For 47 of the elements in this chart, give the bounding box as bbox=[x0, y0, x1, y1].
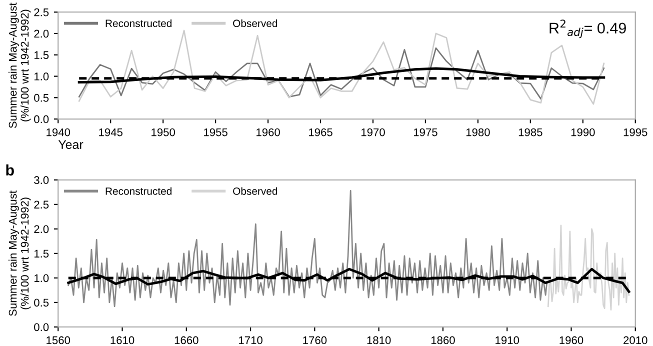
x-tick-label: 1995 bbox=[624, 128, 648, 136]
x-axis-title: Year bbox=[58, 140, 84, 149]
y-tick-label: 2.5 bbox=[34, 8, 49, 16]
x-tick-label: 1965 bbox=[308, 128, 332, 136]
x-tick-label: 1960 bbox=[256, 128, 280, 136]
y-tick-label: 0.0 bbox=[34, 323, 49, 332]
x-tick-label: 1975 bbox=[414, 128, 438, 136]
x-tick-label: 1760 bbox=[303, 336, 327, 344]
y-tick-label: 1.0 bbox=[34, 72, 49, 80]
x-tick-label: 1990 bbox=[571, 128, 595, 136]
y-tick-label: 2.0 bbox=[34, 30, 49, 38]
x-tick-label: 2010 bbox=[624, 336, 648, 344]
y-tick-label: 2.0 bbox=[34, 225, 49, 234]
legend-label: Reconstructed bbox=[106, 19, 172, 28]
text: b bbox=[6, 164, 14, 176]
x-tick-label: 1970 bbox=[361, 128, 385, 136]
line-series bbox=[67, 268, 630, 293]
y-tick-label: 0.0 bbox=[34, 115, 49, 124]
y-tick-label: 3.0 bbox=[34, 176, 49, 184]
y-tick-label: 1.5 bbox=[34, 250, 49, 258]
x-tick-label: 1985 bbox=[518, 128, 542, 136]
x-tick-label: 1980 bbox=[466, 128, 490, 136]
y-tick-label: 1.5 bbox=[34, 51, 49, 60]
x-tick-label: 1950 bbox=[152, 128, 175, 136]
y-tick-label: 0.5 bbox=[34, 94, 49, 102]
x-tick-label: 1940 bbox=[46, 128, 70, 136]
legend-label: Reconstructed bbox=[106, 187, 172, 195]
legend-label: Observed bbox=[233, 187, 278, 195]
y-tick-label: 2.5 bbox=[34, 200, 49, 209]
y-axis-title: Summer rain May-August (%/100 wrt 1942-1992) bbox=[8, 190, 31, 316]
x-tick-label: 1710 bbox=[239, 336, 262, 344]
y-tick-label: 0.5 bbox=[34, 298, 49, 307]
x-tick-label: 1610 bbox=[110, 336, 134, 344]
x-tick-label: 1860 bbox=[431, 336, 455, 344]
y-axis-title: Summer rain May-August (%/100 wrt 1942-1992) bbox=[8, 2, 31, 128]
line-series bbox=[547, 224, 630, 311]
annotation: R$^{2}$$_{adj}$= 0.49 bbox=[550, 20, 626, 38]
x-tick-label: 1955 bbox=[204, 128, 228, 136]
x-tick-label: 1910 bbox=[496, 336, 520, 344]
x-tick-label: 1945 bbox=[99, 128, 122, 136]
x-tick-label: 1960 bbox=[560, 336, 584, 344]
y-tick-label: 1.0 bbox=[34, 274, 49, 282]
x-tick-label: 1810 bbox=[367, 336, 391, 344]
x-tick-label: 1560 bbox=[46, 336, 70, 344]
x-tick-label: 1660 bbox=[174, 336, 198, 344]
line-series bbox=[78, 47, 605, 100]
legend-label: Observed bbox=[233, 19, 278, 28]
